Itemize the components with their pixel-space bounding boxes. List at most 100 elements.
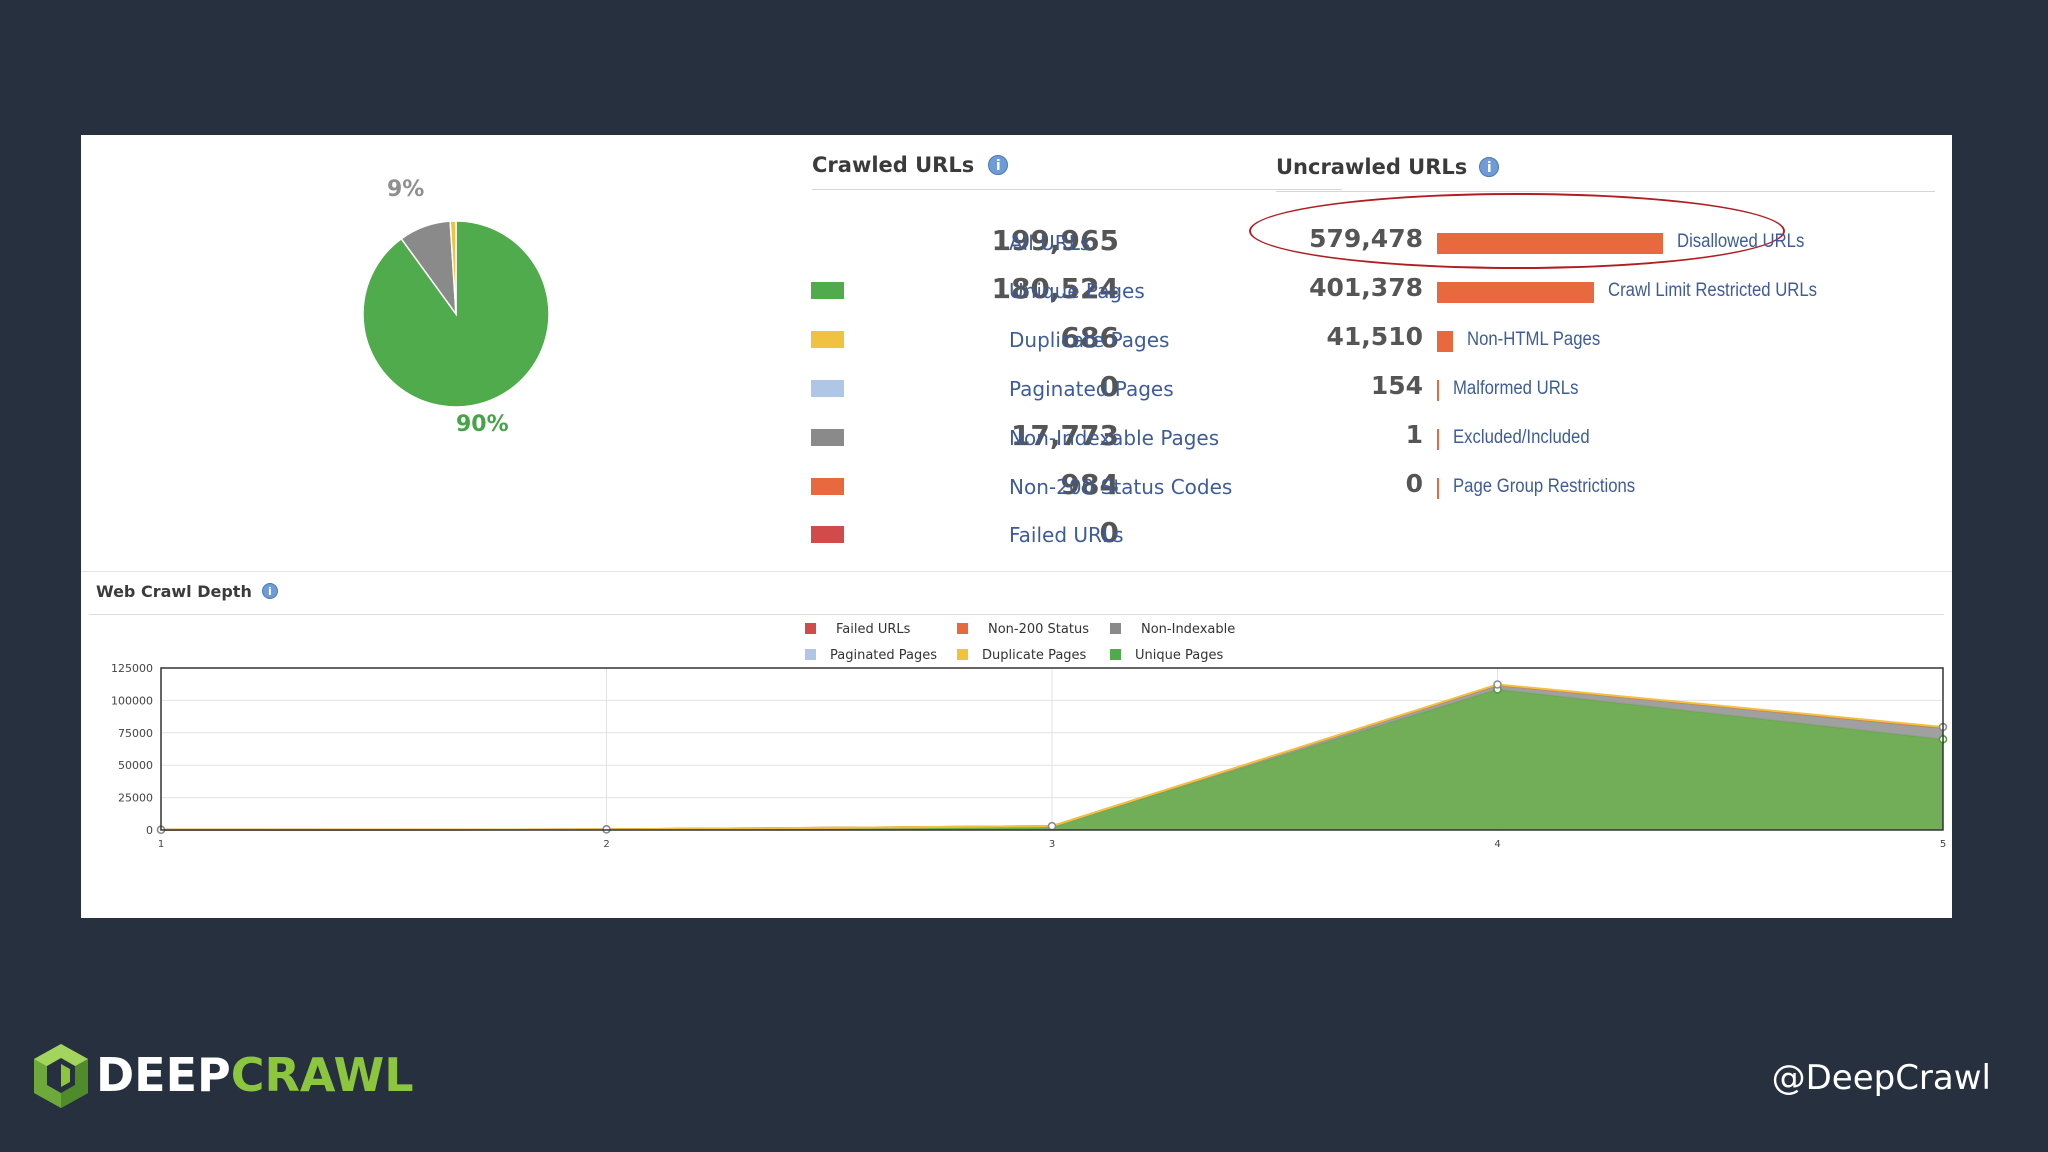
legend-swatch [1110,649,1121,660]
crawled-count: 17,773 [1010,419,1119,452]
uncrawled-count: 41,510 [1326,322,1423,351]
crawled-count: 0 [1099,370,1119,403]
uncrawled-bar [1437,380,1439,401]
crawled-link[interactable]: Unique Pages [1009,279,1145,303]
crawled-link[interactable]: Duplicate Pages [1009,328,1170,352]
color-swatch [811,380,844,397]
area-series [161,689,1943,830]
uncrawled-row: 41,510 Non-HTML Pages [1261,319,1951,359]
depth-title-text: Web Crawl Depth [96,582,252,601]
depth-title: Web Crawl Depth i [96,582,278,601]
brand-name: DEEPCRAWL [96,1048,414,1102]
info-icon[interactable]: i [1479,157,1500,177]
uncrawled-count: 154 [1370,371,1423,400]
uncrawled-count: 0 [1405,469,1423,498]
crawled-link[interactable]: Non-200 Status Codes [1009,475,1233,499]
legend-swatch [805,623,816,634]
color-swatch [811,526,844,543]
crawled-row: 0 Paginated Pages [811,368,1351,408]
color-swatch [811,478,844,495]
plot-frame [160,667,1944,831]
y-tick-label: 50000 [118,759,153,772]
legend-item[interactable]: Duplicate Pages [957,648,1086,663]
legend-swatch [1110,623,1121,634]
y-tick-label: 75000 [118,727,153,740]
info-icon[interactable]: i [261,583,278,599]
legend-label: Non-200 Status [988,622,1089,637]
color-swatch [811,429,844,446]
crawled-urls-title: Crawled URLs [812,153,975,177]
info-icon[interactable]: i [988,155,1009,175]
legend-item[interactable]: Non-200 Status [957,622,1089,637]
legend-item[interactable]: Paginated Pages [805,648,937,663]
x-tick-label: 4 [1494,839,1500,850]
pie-svg [362,220,550,408]
data-point [1493,680,1502,689]
brand-crawl: CRAWL [230,1048,414,1102]
y-tick-label: 125000 [111,662,153,675]
crawled-link[interactable]: Paginated Pages [1009,377,1174,401]
legend-swatch [805,649,816,660]
pie-slice [449,220,457,315]
pie-label-unique: 90% [456,412,509,437]
crawled-row: 984 Non-200 Status Codes [811,466,1351,506]
uncrawled-link[interactable]: Malformed URLs [1453,378,1579,399]
crawl-depth-chart: 0 25000 50000 75000 100000 125000 1 2 3 4 5 [111,662,1948,850]
url-pie-chart: 9% 90% [81,135,801,565]
color-swatch [811,282,844,299]
y-tick-label: 0 [146,824,153,837]
crawled-count: 686 [1060,321,1119,354]
web-crawl-depth-section: Web Crawl Depth i Failed URLs Non-200 Stat… [81,571,1952,919]
twitter-handle: @DeepCrawl [1771,1058,1991,1098]
highlight-ellipse [1249,193,1785,269]
uncrawled-row: 1 Excluded/Included [1261,417,1951,457]
legend-item[interactable]: Failed URLs [805,622,910,637]
legend-label: Duplicate Pages [982,648,1087,663]
crawled-row: 17,773 Non-Indexable Pages [811,417,1351,457]
uncrawled-bar [1437,429,1439,450]
x-tick-label: 1 [158,839,164,850]
uncrawled-link[interactable]: Non-HTML Pages [1467,329,1601,350]
uncrawled-count: 401,378 [1309,273,1423,302]
uncrawled-link[interactable]: Crawl Limit Restricted URLs [1608,280,1818,301]
uncrawled-urls-header: Uncrawled URLs i [1276,155,1935,192]
legend-swatch [957,649,968,660]
uncrawled-row: 401,378 Crawl Limit Restricted URLs [1261,270,1951,310]
legend-label: Failed URLs [836,622,911,637]
legend-label: Unique Pages [1135,648,1224,663]
legend-item[interactable]: Unique Pages [1110,648,1223,663]
crawled-link[interactable]: Failed URLs [1009,523,1124,547]
x-tick-label: 5 [1940,839,1946,850]
brand-deep: DEEP [96,1048,231,1102]
crawled-row: 0 Failed URLs [811,514,1351,554]
crawled-urls-header: Crawled URLs i [812,153,1342,190]
uncrawled-link[interactable]: Page Group Restrictions [1453,476,1636,497]
uncrawled-urls-title: Uncrawled URLs [1276,155,1468,179]
uncrawled-bar [1437,282,1594,303]
y-tick-label: 25000 [118,792,153,805]
legend-swatch [957,623,968,634]
crawled-link[interactable]: All URLs [1009,231,1091,255]
uncrawled-row: 579,478 Disallowed URLs [1261,221,1951,261]
uncrawled-count: 579,478 [1309,224,1423,253]
crawled-row: 199,965 All URLs [811,222,1351,262]
crawled-row: 686 Duplicate Pages [811,319,1351,359]
uncrawled-link[interactable]: Excluded/Included [1453,427,1590,448]
uncrawled-bar [1437,331,1453,352]
uncrawled-count: 1 [1405,420,1423,449]
uncrawled-row: 154 Malformed URLs [1261,368,1951,408]
color-swatch [811,331,844,348]
data-point [1047,821,1057,831]
y-tick-label: 100000 [111,694,153,707]
uncrawled-link[interactable]: Disallowed URLs [1677,231,1805,252]
pie-label-non-indexable: 9% [387,177,425,202]
crawled-link[interactable]: Non-Indexable Pages [1009,426,1220,450]
crawled-count: 180,524 [991,272,1119,305]
legend-item[interactable]: Non-Indexable [1110,622,1235,637]
uncrawled-row: 0 Page Group Restrictions [1261,466,1951,506]
uncrawled-bar [1437,478,1439,499]
x-tick-label: 2 [603,839,609,850]
uncrawled-bar [1437,233,1663,254]
dashboard-panel: 9% 90% Crawled URLs i 199,965 All URLs 180,… [81,135,1952,918]
x-tick-label: 3 [1049,839,1055,850]
